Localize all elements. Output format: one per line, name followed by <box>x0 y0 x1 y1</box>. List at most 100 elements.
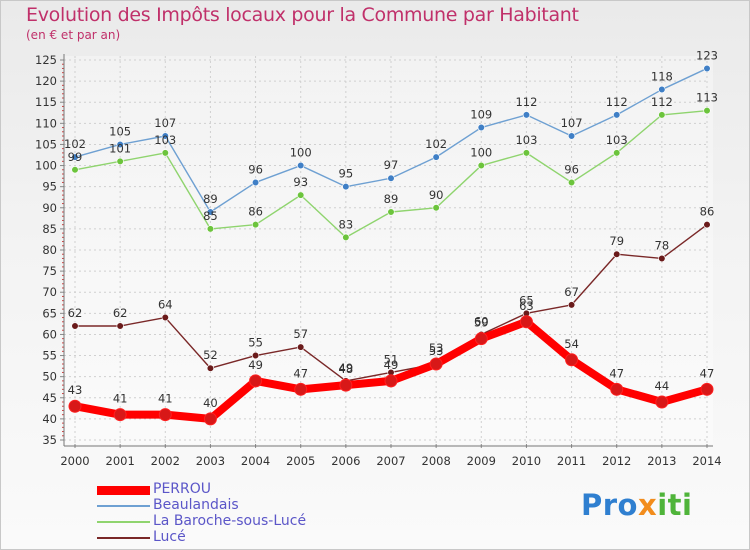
data-point <box>613 149 621 157</box>
chart-title: Evolution des Impôts locaux pour la Comm… <box>26 4 579 26</box>
data-point <box>567 301 576 309</box>
legend-swatch <box>97 521 150 523</box>
data-label: 47 <box>293 366 308 380</box>
x-tick-label: 2012 <box>602 454 631 468</box>
legend-item: Beaulandais <box>97 497 357 514</box>
data-label: 107 <box>561 116 583 130</box>
data-label: 86 <box>248 205 263 219</box>
data-point <box>251 178 260 187</box>
legend-swatch <box>97 505 150 507</box>
data-point <box>116 157 124 165</box>
data-label: 96 <box>248 162 263 176</box>
y-tick-label: 110 <box>35 116 57 130</box>
x-tick-label: 2005 <box>286 454 315 468</box>
data-point <box>432 204 440 212</box>
data-point <box>203 412 217 426</box>
x-tick-label: 2009 <box>467 454 496 468</box>
data-point <box>249 374 263 388</box>
data-point <box>297 343 305 351</box>
series-beaulandais <box>71 64 711 216</box>
y-tick-label: 80 <box>42 243 57 257</box>
data-point <box>339 378 353 392</box>
data-point <box>206 208 215 216</box>
y-tick-label: 70 <box>42 285 57 299</box>
y-tick-label: 35 <box>42 433 57 447</box>
data-point <box>387 208 395 216</box>
y-tick-label: 90 <box>42 201 57 215</box>
legend-swatch <box>97 486 150 495</box>
data-point <box>567 178 576 187</box>
data-label: 99 <box>68 150 83 164</box>
x-tick-label: 2007 <box>376 454 405 468</box>
y-tick-label: 75 <box>42 264 57 278</box>
data-point <box>251 221 260 229</box>
data-label: 109 <box>470 108 492 122</box>
brand-logo: Proxiti <box>581 488 692 522</box>
data-point <box>297 191 305 199</box>
y-tick-label: 125 <box>35 53 57 67</box>
data-label: 103 <box>515 133 537 147</box>
data-label: 65 <box>519 293 534 307</box>
y-tick-label: 100 <box>35 159 57 173</box>
data-label: 100 <box>470 146 492 160</box>
data-point <box>206 364 215 372</box>
data-point <box>655 395 669 409</box>
data-label: 89 <box>203 192 218 206</box>
y-tick-label: 85 <box>42 222 57 236</box>
data-label: 59 <box>474 316 489 330</box>
data-label: 101 <box>109 141 131 155</box>
data-point <box>658 85 666 94</box>
legend-label: La Baroche-sous-Lucé <box>153 513 307 529</box>
data-label: 79 <box>609 234 624 248</box>
y-tick-label: 120 <box>35 74 57 88</box>
data-point <box>161 132 169 140</box>
data-label: 41 <box>113 392 128 406</box>
x-tick-label: 2011 <box>557 454 586 468</box>
labels-la-baroche-sous-luc-: 99 101 103 85 86 93 83 89 90 100 103 96 103 112 113 <box>68 91 718 232</box>
data-label: 55 <box>248 336 263 350</box>
data-point <box>161 313 169 322</box>
data-label: 48 <box>339 362 354 376</box>
data-point <box>116 140 124 149</box>
y-tick-label: 40 <box>42 412 57 426</box>
data-point <box>474 332 488 346</box>
data-label: 41 <box>158 392 173 406</box>
data-point <box>658 254 666 263</box>
data-point <box>387 174 395 182</box>
x-tick-label: 2004 <box>241 454 270 468</box>
data-label: 107 <box>154 116 176 130</box>
x-tick-label: 2010 <box>512 454 541 468</box>
data-label: 89 <box>384 192 399 206</box>
x-tick-label: 2002 <box>151 454 180 468</box>
data-point <box>71 166 79 174</box>
data-label: 86 <box>700 205 715 219</box>
data-label: 67 <box>564 285 579 299</box>
data-label: 83 <box>339 217 354 231</box>
y-tick-label: 55 <box>42 349 57 363</box>
y-tick-label: 50 <box>42 370 57 384</box>
data-label: 103 <box>606 133 628 147</box>
data-label: 78 <box>655 238 670 252</box>
data-point <box>519 315 533 329</box>
data-point <box>565 353 579 367</box>
data-label: 40 <box>203 396 218 410</box>
data-label: 60 <box>474 314 489 328</box>
data-label: 118 <box>651 70 673 84</box>
data-label: 47 <box>700 366 715 380</box>
data-label: 51 <box>384 352 399 366</box>
y-tick-label: 95 <box>42 180 57 194</box>
data-label: 102 <box>64 137 86 151</box>
data-point <box>297 161 305 170</box>
data-point <box>700 382 714 396</box>
data-label: 96 <box>564 162 579 176</box>
y-tick-label: 115 <box>35 95 57 109</box>
data-point <box>522 111 531 119</box>
x-tick-label: 2014 <box>692 454 721 468</box>
x-tick-label: 2003 <box>196 454 225 468</box>
data-label: 62 <box>113 306 128 320</box>
data-point <box>610 382 624 396</box>
data-point <box>71 153 79 161</box>
